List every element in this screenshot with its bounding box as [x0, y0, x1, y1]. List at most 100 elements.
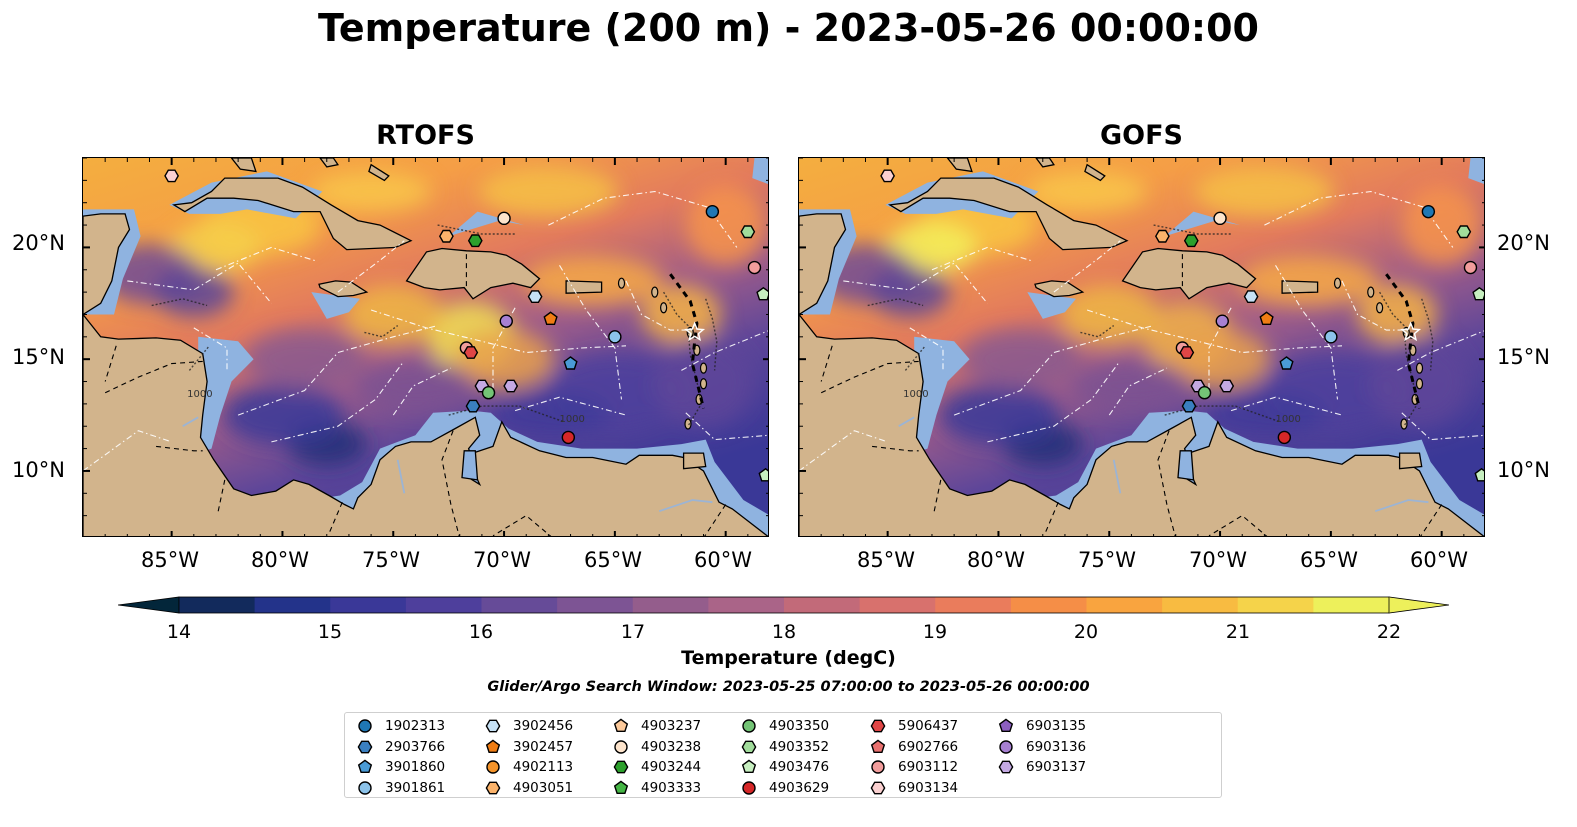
landmass-yucatan — [83, 213, 131, 316]
colorbar-label: Temperature (degC) — [681, 647, 896, 669]
eez-boundary — [1053, 240, 1121, 293]
legend-marker — [485, 739, 501, 753]
star-marker — [1400, 321, 1422, 342]
circle-marker-icon — [486, 760, 500, 774]
legend-item: 3901860 — [357, 758, 445, 776]
legend-label: 6903137 — [1026, 759, 1087, 775]
landmass-cuba — [887, 177, 1129, 251]
legend-marker — [742, 780, 756, 795]
shallow-shelf — [1027, 292, 1076, 319]
island — [1367, 286, 1375, 298]
float-marker — [705, 204, 720, 219]
hexagon-marker-icon — [998, 760, 1014, 774]
legend-label: 4903476 — [769, 759, 830, 775]
legend-label: 4903333 — [641, 779, 702, 796]
hexagon-marker-icon — [870, 781, 886, 794]
pentagon-marker-icon — [485, 739, 501, 753]
eez-boundary — [514, 396, 627, 416]
star-marker — [684, 321, 706, 342]
landmass-trinidad — [1398, 452, 1423, 470]
legend-item: 4903333 — [613, 779, 701, 797]
landmass-central-america — [799, 313, 1484, 536]
bathymetry-contour — [188, 345, 210, 371]
eez-boundary — [215, 246, 316, 271]
legend-label: 3901861 — [385, 779, 446, 796]
lat-tick-label: 20°N — [12, 231, 65, 255]
country-border — [441, 430, 460, 536]
country-border — [492, 514, 552, 536]
circle-marker-icon — [614, 739, 628, 754]
eez-boundary — [127, 262, 272, 304]
colorbar-tick-label: 18 — [771, 621, 797, 643]
float-marker — [747, 260, 762, 275]
colorbar-swatch — [330, 597, 407, 613]
lon-tick-label: 75°W — [1078, 548, 1136, 572]
eez-boundary — [931, 246, 1032, 271]
contour-label: 1000 — [1275, 414, 1300, 425]
float-marker — [1324, 330, 1338, 344]
shallow-shelf — [1468, 158, 1484, 185]
float-marker — [499, 314, 513, 328]
eez-boundary — [625, 280, 693, 331]
colorbar-swatch — [1313, 597, 1390, 613]
colorbar-tick-label: 19 — [922, 621, 948, 643]
legend-marker — [485, 719, 501, 733]
legend-marker — [358, 719, 372, 733]
island — [651, 286, 659, 298]
eez-boundary — [1108, 367, 1168, 416]
legend-label: 4903629 — [769, 779, 830, 796]
hexagon-marker-icon — [485, 719, 501, 733]
island — [617, 277, 626, 289]
trench-contour — [1385, 273, 1421, 409]
legend-item: 4903237 — [613, 717, 701, 735]
lon-tick-label: 70°W — [1189, 548, 1247, 572]
colorbar-tick-label: 14 — [166, 621, 192, 643]
legend-marker — [357, 740, 373, 753]
colorbar-tick-label: 15 — [317, 621, 343, 643]
float-marker — [481, 386, 496, 400]
legend-label: 6902766 — [898, 738, 959, 755]
float-marker — [1213, 211, 1227, 226]
island — [1415, 362, 1424, 374]
float-marker — [1259, 311, 1274, 326]
landmass-florida — [230, 158, 257, 173]
lat-tick-label: 15°N — [12, 345, 65, 369]
float-marker — [1463, 260, 1478, 275]
map-panel-rtofs[interactable]: 1000 1000 — [82, 157, 769, 537]
legend-label: 4903350 — [769, 718, 830, 734]
legend-item: 6903135 — [998, 717, 1086, 735]
legend-label: 3902457 — [513, 738, 574, 755]
landmass-central-america — [83, 313, 768, 536]
eez-boundary — [271, 363, 403, 443]
colorbar-swatch — [179, 597, 256, 613]
float-marker — [1215, 314, 1229, 328]
legend-label: 4903352 — [769, 738, 830, 755]
circle-marker-icon — [742, 780, 756, 795]
landmass-hispaniola — [405, 247, 541, 300]
float-marker — [561, 430, 576, 445]
landmass-trinidad — [682, 452, 707, 470]
legend-marker — [999, 739, 1013, 754]
landmass-lake-marac — [461, 450, 479, 481]
axis-ticks — [83, 158, 768, 536]
landmass-bahamas1 — [319, 158, 339, 168]
float-marker — [543, 311, 558, 326]
colorbar-swatch — [405, 597, 483, 613]
colorbar-tick-label: 21 — [1225, 621, 1251, 643]
legend-marker — [357, 759, 373, 774]
lon-tick-label: 70°W — [473, 548, 531, 572]
colorbar-tick-label: 16 — [468, 621, 494, 643]
legend-item: 6903136 — [998, 738, 1086, 756]
legend-label: 6903112 — [898, 759, 959, 775]
colorbar-tick-label: 17 — [620, 621, 646, 643]
country-border — [820, 360, 919, 394]
colorbar-swatch — [632, 597, 709, 613]
panel-title-rtofs: RTOFS — [376, 120, 475, 151]
pentagon-marker-icon — [613, 718, 629, 733]
landmass-puerto-rico — [1281, 280, 1319, 294]
legend-item: 3901861 — [357, 779, 445, 797]
legend-item: 3902456 — [485, 717, 573, 735]
lon-tick-label: 60°W — [1410, 548, 1468, 572]
country-border — [1208, 514, 1268, 536]
map-panel-gofs[interactable]: 1000 1000 — [798, 157, 1485, 537]
